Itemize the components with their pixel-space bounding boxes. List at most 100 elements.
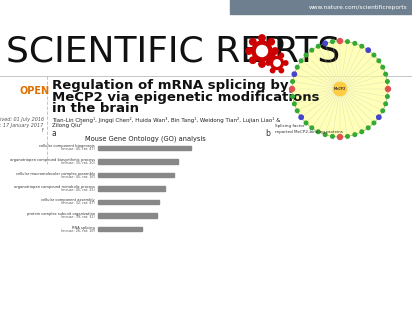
Circle shape: [291, 95, 295, 98]
Circle shape: [279, 53, 283, 58]
Text: cellular component assembly: cellular component assembly: [41, 198, 95, 202]
Circle shape: [366, 126, 370, 130]
Circle shape: [246, 48, 252, 54]
Circle shape: [323, 41, 328, 45]
Circle shape: [346, 40, 349, 43]
Circle shape: [337, 134, 342, 139]
Text: cellular macromolecular complex assembly: cellular macromolecular complex assembly: [16, 171, 95, 176]
Text: organotriopen compound metabolic process: organotriopen compound metabolic process: [14, 185, 95, 189]
Circle shape: [366, 48, 370, 52]
Text: in the brain: in the brain: [52, 103, 139, 116]
Circle shape: [386, 95, 389, 98]
Text: (mouse: 45; rat: 47): (mouse: 45; rat: 47): [61, 147, 95, 151]
Bar: [98, 200, 159, 204]
Text: RNA splicing: RNA splicing: [72, 226, 95, 230]
Circle shape: [274, 60, 280, 66]
Bar: [98, 159, 178, 164]
Text: MeCP2 via epigenetic modifications: MeCP2 via epigenetic modifications: [52, 91, 319, 104]
Text: RTS: RTS: [274, 35, 341, 69]
Circle shape: [279, 68, 283, 73]
Circle shape: [360, 130, 364, 133]
Text: www.nature.com/scientificreports: www.nature.com/scientificreports: [309, 5, 408, 10]
Circle shape: [293, 102, 296, 106]
Circle shape: [259, 61, 265, 67]
Text: Splicing factor: Splicing factor: [275, 124, 304, 128]
Circle shape: [250, 57, 256, 63]
Circle shape: [331, 40, 334, 43]
Text: (mouse: 35; rat: 20): (mouse: 35; rat: 20): [61, 161, 95, 165]
Text: (mouse: 45; rat: 16): (mouse: 45; rat: 16): [61, 175, 95, 179]
Text: protein complex subunit organization: protein complex subunit organization: [27, 212, 95, 216]
Text: Received: 01 July 2016: Received: 01 July 2016: [0, 117, 44, 122]
Circle shape: [283, 61, 288, 65]
Circle shape: [323, 133, 327, 137]
Circle shape: [295, 109, 299, 112]
Circle shape: [304, 121, 308, 125]
Circle shape: [381, 66, 384, 69]
Circle shape: [270, 53, 275, 58]
Text: b: b: [265, 129, 270, 138]
Text: (mouse: 45; rat: 25): (mouse: 45; rat: 25): [61, 188, 95, 192]
Circle shape: [346, 135, 349, 138]
Circle shape: [271, 57, 283, 70]
Circle shape: [292, 72, 297, 76]
Circle shape: [386, 80, 389, 83]
Circle shape: [310, 126, 314, 130]
Text: Mouse Gene Ontology (GO) analysis: Mouse Gene Ontology (GO) analysis: [84, 136, 205, 142]
Circle shape: [290, 87, 295, 91]
Circle shape: [295, 66, 299, 69]
Text: a: a: [52, 129, 57, 138]
Circle shape: [316, 130, 320, 133]
Text: f: f: [42, 128, 44, 133]
Circle shape: [333, 82, 347, 96]
Circle shape: [386, 87, 391, 91]
Text: SCIENTIFIC REP: SCIENTIFIC REP: [6, 35, 285, 69]
Bar: [98, 173, 174, 177]
Circle shape: [268, 57, 274, 63]
Circle shape: [250, 39, 256, 45]
Circle shape: [381, 109, 384, 112]
Text: organotriopen compound biosynthetic process: organotriopen compound biosynthetic proc…: [10, 158, 95, 162]
Text: Regulation of mRNA splicing by: Regulation of mRNA splicing by: [52, 78, 288, 91]
Circle shape: [259, 35, 265, 41]
Text: MeCP2: MeCP2: [334, 87, 346, 91]
Text: Zilong Qiu²: Zilong Qiu²: [52, 122, 82, 128]
Circle shape: [337, 39, 342, 44]
Text: (mouse: 39; rat: 32): (mouse: 39; rat: 32): [61, 215, 95, 219]
Circle shape: [268, 39, 274, 45]
Bar: [98, 146, 191, 150]
Circle shape: [299, 115, 303, 119]
Circle shape: [372, 121, 376, 125]
Bar: [98, 227, 142, 231]
Text: (mouse: 32; rat: 47): (mouse: 32; rat: 47): [61, 201, 95, 205]
Circle shape: [384, 72, 387, 76]
Text: OPEN: OPEN: [20, 86, 50, 96]
Circle shape: [266, 61, 271, 65]
Text: reported MeCP2-binding proteins: reported MeCP2-binding proteins: [275, 130, 343, 134]
Circle shape: [353, 133, 357, 137]
Circle shape: [353, 41, 357, 45]
Text: cellular component biogenesis: cellular component biogenesis: [39, 145, 95, 149]
Circle shape: [310, 49, 314, 52]
Circle shape: [316, 44, 320, 48]
Circle shape: [331, 135, 334, 138]
Circle shape: [300, 59, 303, 63]
Circle shape: [360, 44, 364, 48]
Text: Tian-Lin Cheng¹, Jingqi Chen², Huida Wan³, Bin Tang¹, Weidong Tian², Lujian Liao: Tian-Lin Cheng¹, Jingqi Chen², Huida Wan…: [52, 117, 281, 123]
Circle shape: [252, 41, 272, 61]
Bar: [230, 0, 412, 14]
Circle shape: [257, 45, 267, 57]
Bar: [98, 186, 165, 191]
Circle shape: [270, 68, 275, 73]
Circle shape: [272, 48, 278, 54]
Circle shape: [377, 59, 381, 63]
Circle shape: [304, 53, 308, 57]
Text: (mouse: 26; rat: 16): (mouse: 26; rat: 16): [61, 228, 95, 232]
Bar: [98, 213, 157, 218]
Circle shape: [372, 53, 376, 57]
Circle shape: [384, 102, 387, 106]
Circle shape: [291, 80, 295, 83]
Circle shape: [292, 41, 388, 137]
Text: Accepted: 17 January 2017: Accepted: 17 January 2017: [0, 122, 44, 128]
Circle shape: [377, 115, 381, 119]
